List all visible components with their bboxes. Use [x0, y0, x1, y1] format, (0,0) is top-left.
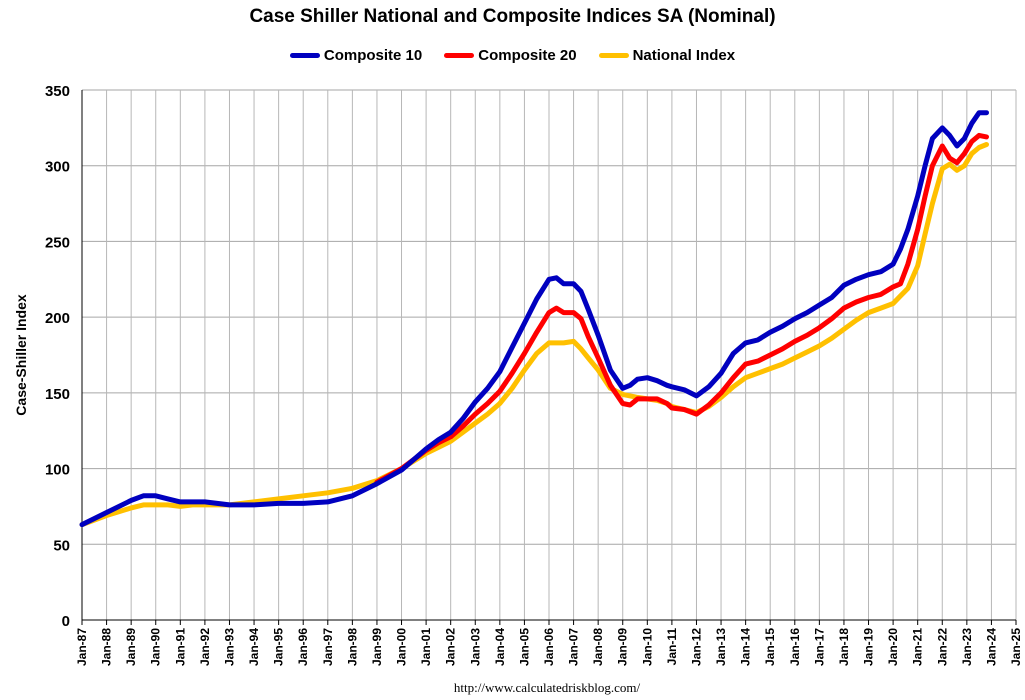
y-tick-label: 0: [62, 613, 70, 630]
x-tick-label: Jan-21: [911, 628, 925, 666]
legend-label-composite-20: Composite 20: [478, 47, 577, 64]
x-tick-label: Jan-94: [247, 628, 261, 666]
national-index-line: [79, 142, 989, 528]
x-tick-label: Jan-14: [739, 628, 753, 666]
x-tick-label: Jan-09: [616, 628, 630, 666]
legend-swatch-composite-10: [289, 53, 320, 58]
y-tick-label: 200: [45, 310, 70, 327]
x-tick-label: Jan-03: [468, 628, 482, 666]
x-tick-label: Jan-08: [591, 628, 605, 666]
x-tick-label: Jan-16: [788, 628, 802, 666]
x-tick-label: Jan-18: [837, 628, 851, 666]
x-tick-label: Jan-06: [542, 628, 556, 666]
legend-swatch-national-index: [598, 53, 629, 58]
x-tick-label: Jan-90: [149, 628, 163, 666]
x-tick-label: Jan-97: [321, 628, 335, 666]
x-tick-label: Jan-15: [763, 628, 777, 666]
legend-item-national-index: National Index: [598, 47, 736, 64]
legend: Composite 10 Composite 20 National Index: [0, 47, 1025, 64]
composite-20-line: [374, 132, 989, 485]
x-tick-label: Jan-01: [419, 628, 433, 666]
x-tick-label: Jan-04: [493, 628, 507, 666]
x-tick-label: Jan-91: [173, 628, 187, 666]
x-tick-label: Jan-00: [395, 628, 409, 666]
x-tick-label: Jan-19: [862, 628, 876, 666]
x-tick-label: Jan-89: [124, 628, 138, 666]
y-tick-label: 250: [45, 234, 70, 251]
legend-item-composite-20: Composite 20: [444, 47, 577, 64]
x-tick-label: Jan-10: [640, 628, 654, 666]
y-tick-label: 300: [45, 159, 70, 176]
y-tick-label: 150: [45, 386, 70, 403]
x-tick-label: Jan-25: [1009, 628, 1023, 666]
y-tick-label: 50: [53, 537, 70, 554]
source-note: http://www.calculatedriskblog.com/: [453, 680, 641, 695]
legend-swatch-composite-20: [444, 53, 475, 58]
x-tick-label: Jan-99: [370, 628, 384, 666]
y-tick-label: 350: [45, 83, 70, 100]
x-tick-label: Jan-88: [100, 628, 114, 666]
x-tick-label: Jan-05: [517, 628, 531, 666]
x-tick-label: Jan-98: [345, 628, 359, 666]
x-tick-label: Jan-95: [272, 628, 286, 666]
x-tick-label: Jan-92: [198, 628, 212, 666]
x-tick-label: Jan-20: [886, 628, 900, 666]
x-tick-label: Jan-87: [75, 628, 89, 666]
x-tick-label: Jan-22: [935, 628, 949, 666]
composite-10-line: [79, 110, 989, 528]
legend-label-composite-10: Composite 10: [323, 47, 423, 64]
x-tick-label: Jan-17: [812, 628, 826, 666]
x-tick-label: Jan-11: [665, 628, 679, 666]
legend-item-composite-10: Composite 10: [289, 47, 423, 64]
legend-label-national-index: National Index: [632, 47, 736, 64]
y-tick-label: 100: [45, 462, 70, 479]
x-tick-label: Jan-07: [567, 628, 581, 666]
x-tick-label: Jan-23: [960, 628, 974, 666]
x-tick-label: Jan-93: [222, 628, 236, 666]
chart-title: Case Shiller National and Composite Indi…: [249, 6, 776, 27]
x-tick-label: Jan-12: [689, 628, 703, 666]
x-tick-label: Jan-24: [984, 628, 998, 666]
x-tick-label: Jan-13: [714, 628, 728, 666]
x-tick-label: Jan-02: [444, 628, 458, 666]
x-tick-label: Jan-96: [296, 628, 310, 666]
